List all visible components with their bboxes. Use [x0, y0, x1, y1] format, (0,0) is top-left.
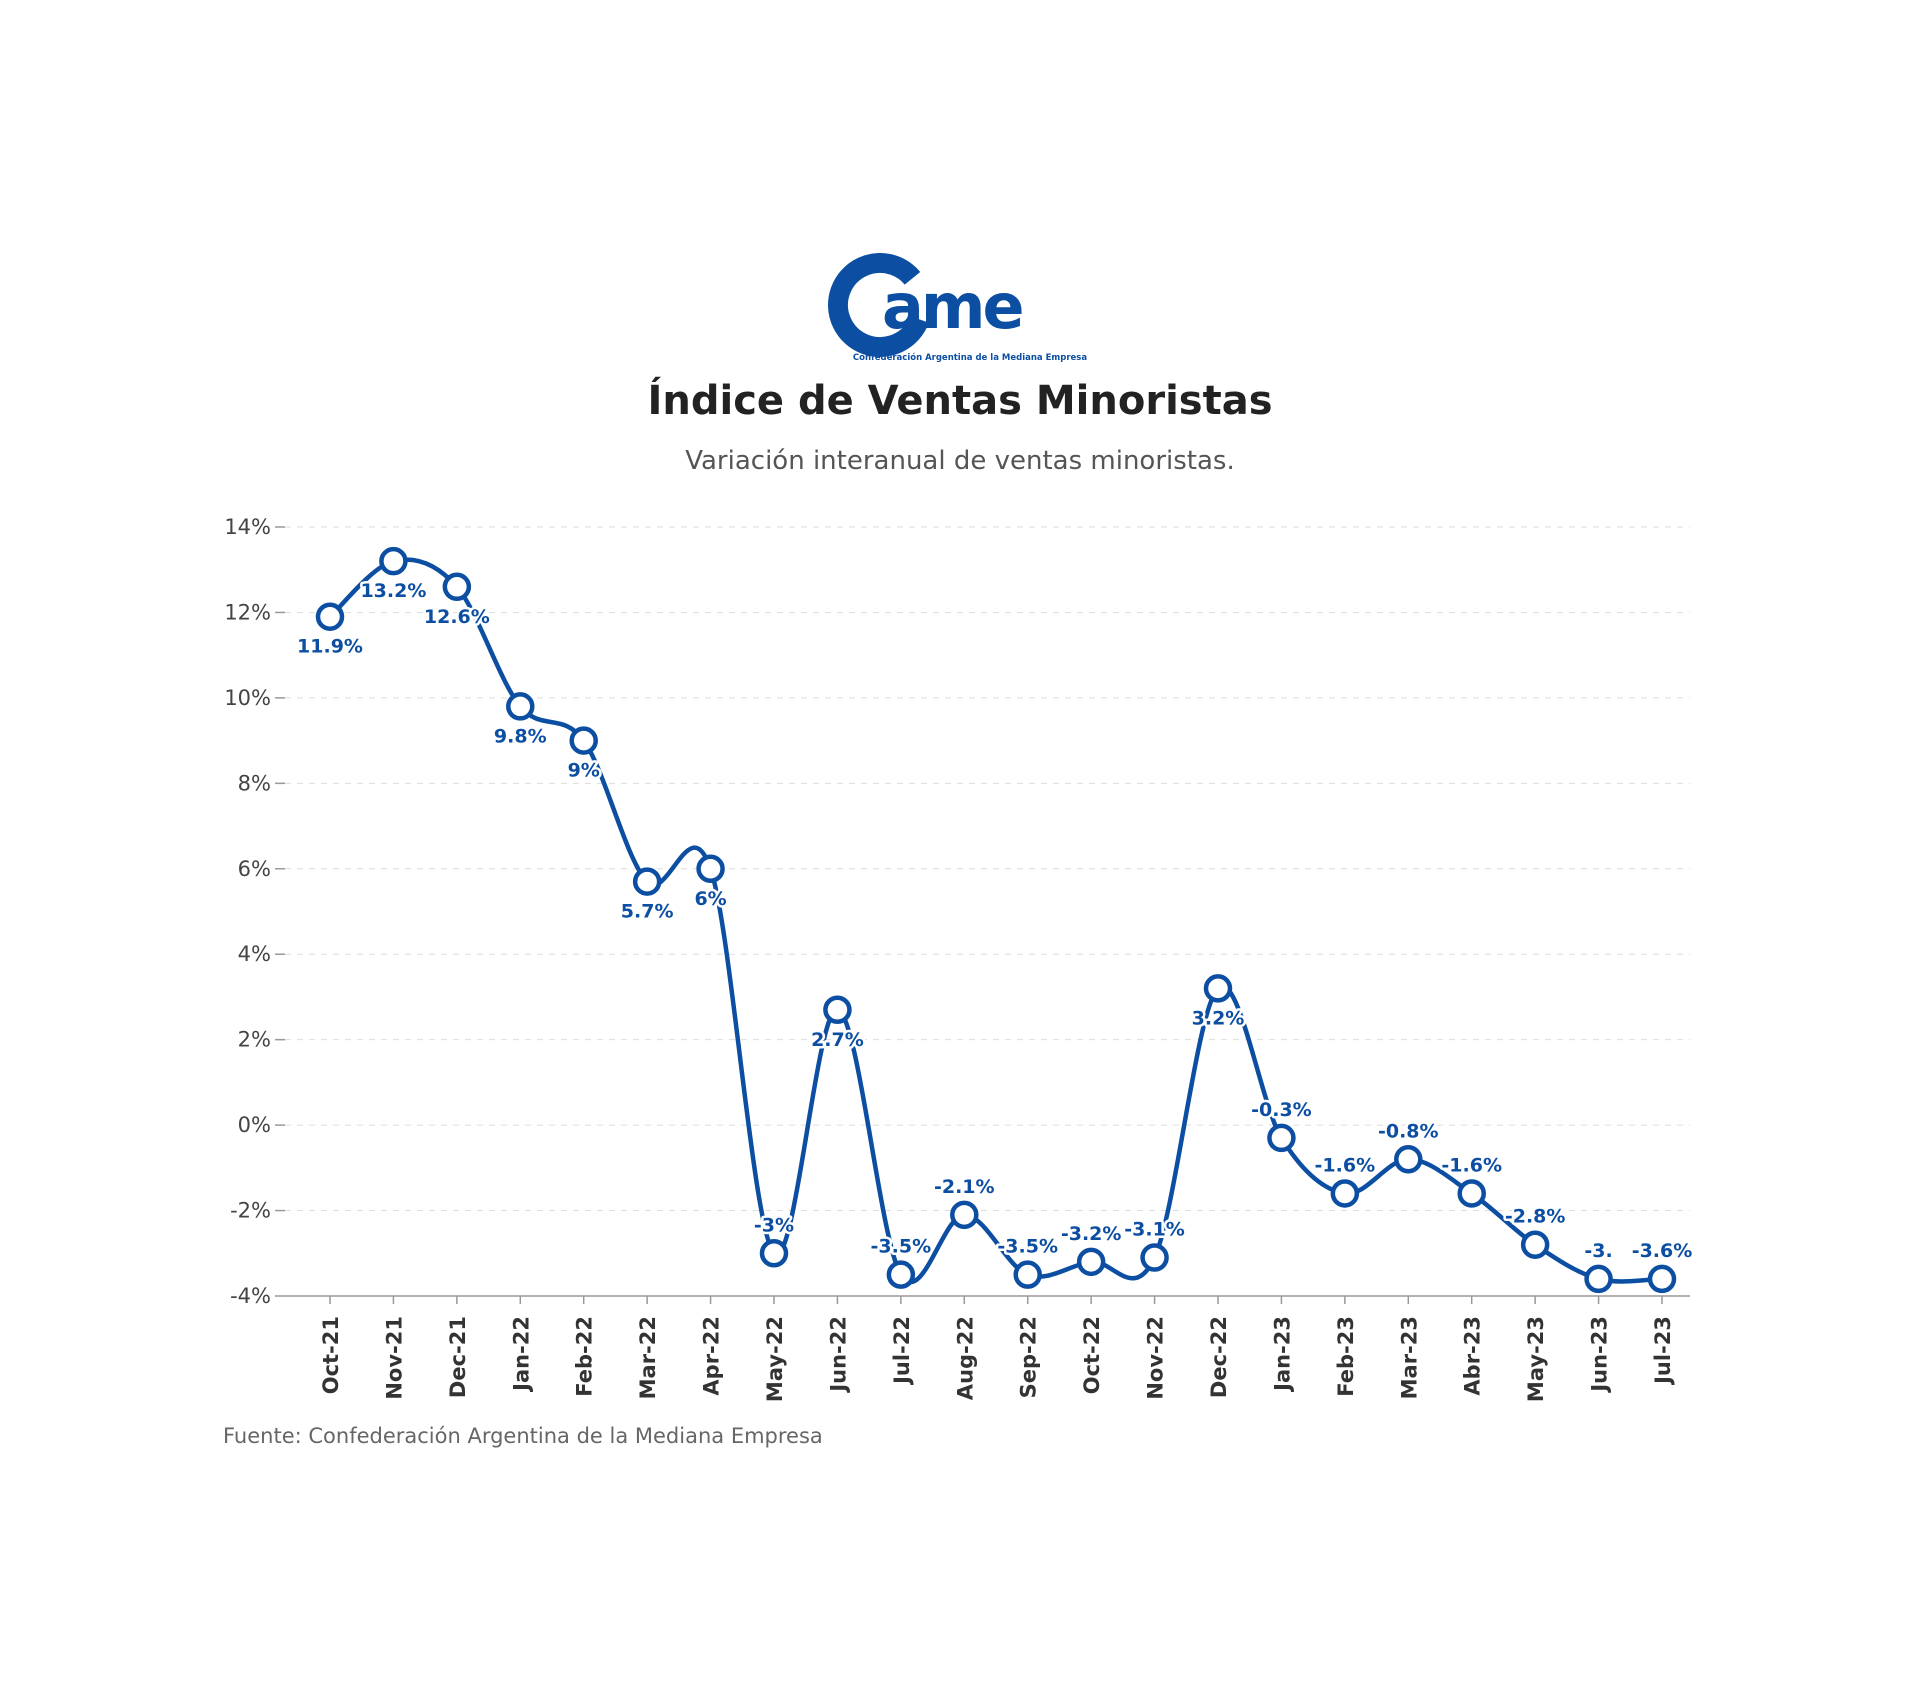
x-tick-label: Jun-23: [1588, 1316, 1612, 1394]
data-label: -3.5%: [997, 1236, 1058, 1258]
data-label: 9.8%: [494, 725, 547, 747]
chart-subtitle: Variación interanual de ventas minorista…: [685, 446, 1235, 476]
data-label: -2.1%: [934, 1176, 995, 1198]
x-tick-label: Nov-21: [382, 1316, 406, 1400]
data-point: [1584, 1264, 1613, 1294]
data-point: [1076, 1247, 1106, 1277]
y-tick-label: 8%: [238, 771, 271, 795]
data-labels-layer: 11.9%13.2%12.6%9.8%9%5.7%6%-3%2.7%-3.5%-…: [295, 578, 1695, 1265]
y-axis: 14% 12% 10% 8% 6% 4% 2% 0% -2% -4%: [224, 515, 285, 1308]
data-point: [1267, 1123, 1296, 1153]
x-tick-label: Nov-22: [1144, 1316, 1168, 1400]
chart-title: Índice de Ventas Minoristas: [647, 378, 1273, 424]
x-tick-label: Dec-21: [446, 1316, 470, 1398]
data-point: [696, 854, 725, 884]
data-point: [1394, 1145, 1423, 1174]
x-tick-label: Oct-21: [319, 1316, 343, 1394]
x-tick-label: Oct-22: [1080, 1316, 1104, 1394]
data-label: -0.8%: [1378, 1120, 1439, 1142]
data-label: 12.6%: [424, 606, 490, 628]
data-label: 5.7%: [621, 901, 674, 923]
svg-text:Confederación Argentina de la: Confederación Argentina de la Mediana Em…: [853, 352, 1087, 363]
y-tick-label: 12%: [224, 600, 271, 624]
data-label: 2.7%: [811, 1029, 864, 1051]
data-point: [379, 546, 408, 576]
data-point: [759, 1239, 789, 1268]
data-point: [442, 572, 472, 602]
y-tick-label: 0%: [238, 1113, 271, 1137]
data-point: [632, 867, 662, 896]
x-tick-label: Mar-22: [636, 1316, 660, 1399]
data-point: [1330, 1179, 1360, 1208]
data-label: -3.: [1584, 1240, 1612, 1262]
data-label: 9%: [568, 760, 600, 782]
data-point: [506, 692, 535, 721]
data-point: [569, 726, 598, 755]
data-label: -0.3%: [1251, 1099, 1312, 1121]
data-point: [1520, 1230, 1550, 1259]
x-tick-label: Jan-23: [1270, 1316, 1294, 1393]
y-tick-label: -2%: [230, 1199, 271, 1223]
svg-text:ame: ame: [882, 270, 1022, 343]
y-tick-label: 14%: [224, 515, 271, 539]
data-point: [886, 1260, 916, 1289]
data-point: [823, 995, 852, 1025]
x-tick-label: Jul-22: [890, 1316, 914, 1386]
x-tick-label: Abr-23: [1461, 1316, 1485, 1396]
x-tick-label: Feb-23: [1334, 1316, 1358, 1397]
x-tick-label: Feb-22: [573, 1316, 597, 1397]
y-tick-label: 4%: [238, 942, 271, 966]
data-label: -1.6%: [1315, 1154, 1376, 1176]
data-label: -3.5%: [871, 1236, 932, 1258]
x-tick-label: May-23: [1524, 1316, 1548, 1402]
data-point: [950, 1200, 979, 1230]
came-logo: ame Confederación Argentina de la Median…: [828, 253, 1087, 363]
data-point: [1140, 1243, 1169, 1272]
x-tick-label: Sep-22: [1017, 1316, 1041, 1398]
data-label: 13.2%: [360, 580, 426, 602]
data-label: 6%: [694, 888, 726, 910]
y-tick-label: 2%: [238, 1028, 271, 1052]
x-tick-label: May-22: [763, 1316, 787, 1402]
y-tick-label: 6%: [238, 857, 271, 881]
points-layer: [315, 546, 1677, 1294]
grid-layer: [285, 526, 1690, 1297]
data-label: -3%: [754, 1214, 794, 1236]
x-tick-label: Jan-22: [509, 1316, 533, 1393]
x-tick-label: Aug-22: [953, 1316, 977, 1400]
data-label: 11.9%: [297, 636, 363, 658]
data-point: [1457, 1179, 1486, 1208]
x-tick-label: Apr-22: [700, 1316, 724, 1396]
x-tick-label: Dec-22: [1207, 1316, 1231, 1398]
data-point: [1647, 1264, 1677, 1294]
data-label: -1.6%: [1441, 1154, 1502, 1176]
data-label: -3.2%: [1061, 1223, 1122, 1245]
data-point: [1013, 1260, 1042, 1289]
x-tick-label: Mar-23: [1397, 1316, 1421, 1399]
chart-source: Fuente: Confederación Argentina de la Me…: [223, 1424, 823, 1448]
data-label: -3.6%: [1632, 1240, 1693, 1262]
data-point: [315, 602, 345, 631]
data-label: -3.1%: [1124, 1219, 1185, 1241]
x-axis: Oct-21 Nov-21 Dec-21 Jan-22 Feb-22 Mar-22 Apr-…: [319, 1296, 1675, 1402]
y-tick-label: 10%: [224, 686, 271, 710]
data-point: [1203, 974, 1233, 1003]
data-label: -2.8%: [1505, 1206, 1566, 1228]
x-tick-label: Jul-23: [1651, 1316, 1675, 1386]
y-tick-label: -4%: [230, 1284, 271, 1308]
x-tick-label: Jun-22: [826, 1316, 850, 1394]
data-label: 3.2%: [1192, 1007, 1245, 1029]
